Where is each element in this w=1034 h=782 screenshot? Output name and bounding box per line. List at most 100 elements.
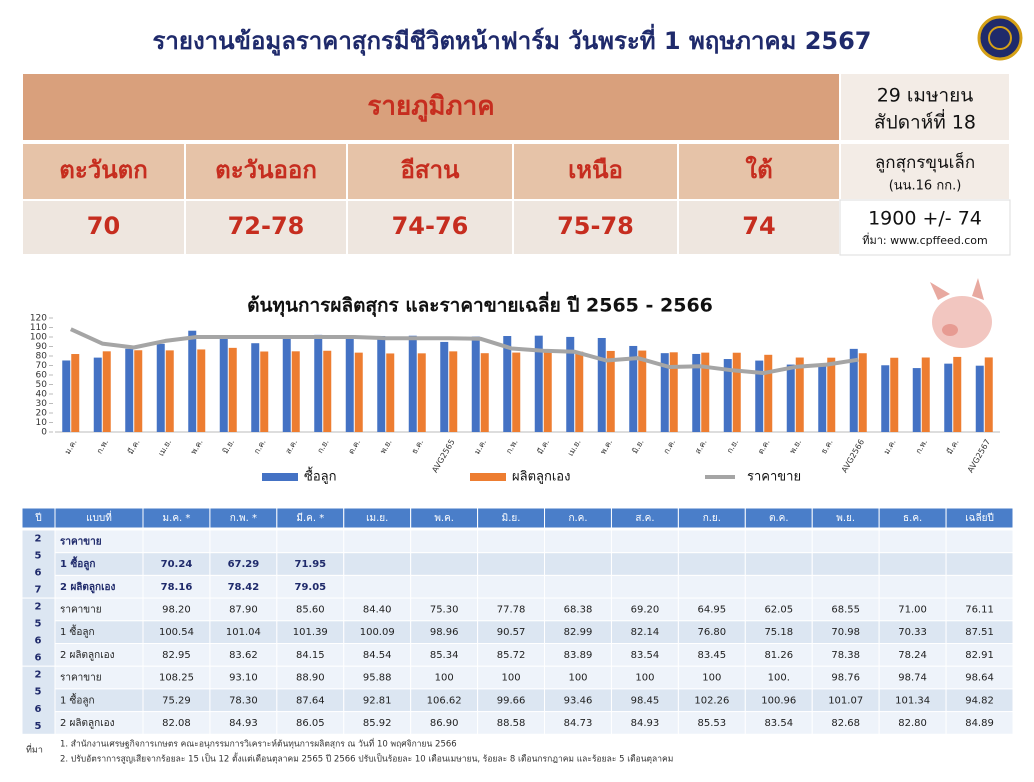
pig-ear (972, 278, 984, 300)
table-value: 101.07 (828, 695, 863, 706)
region-name-cell (677, 142, 841, 201)
table-value: 68.55 (831, 604, 860, 615)
piglet-price-cell (839, 199, 1011, 256)
y-tick-label: 40 (36, 390, 48, 400)
table-header: ก.พ. * (230, 513, 257, 524)
table-value: 75.29 (162, 695, 191, 706)
table-cell (677, 552, 746, 576)
table-header: ปี (35, 512, 42, 524)
row-label: ราคาขาย (60, 604, 102, 615)
table-value: 64.95 (698, 604, 727, 615)
row-label: ราคาขาย (60, 673, 102, 684)
bar (921, 357, 930, 432)
logo (977, 15, 1023, 61)
pig-snout (942, 324, 958, 336)
bar (449, 351, 458, 432)
table-cell (610, 574, 679, 599)
table-value: 82.08 (162, 718, 191, 729)
table-cell (343, 552, 412, 576)
table-cell (945, 552, 1014, 576)
year-digit: 5 (35, 687, 42, 698)
table-cell (811, 552, 880, 576)
table-value: 98.76 (831, 673, 860, 684)
legend-swatch (470, 473, 506, 481)
table-value: 81.26 (764, 650, 793, 661)
bar (323, 350, 332, 432)
table-value: 77.78 (497, 604, 526, 615)
piglet-price: 1900 +/- 74 (868, 208, 982, 230)
region-price: 74 (742, 212, 775, 240)
region-price: 75-78 (557, 212, 634, 240)
table-value: 85.53 (698, 718, 727, 729)
y-tick-label: 100 (30, 333, 47, 343)
table-cell (744, 529, 813, 554)
year-digit: 2 (35, 670, 42, 681)
table-value: 98.45 (631, 695, 660, 706)
bar (354, 352, 363, 432)
piglet-weight: (นน.16 กก.) (889, 179, 962, 194)
table-cell (677, 574, 746, 599)
table-value: 86.05 (296, 718, 325, 729)
table-value: 82.14 (631, 627, 660, 638)
table-value: 98.96 (430, 627, 459, 638)
table-header: เม.ย. (366, 513, 388, 524)
row-label: 2 ผลิตลูกเอง (60, 718, 115, 729)
table-value: 83.54 (631, 650, 660, 661)
table-header: พ.ย. (836, 513, 855, 524)
table-value: 100. (768, 673, 790, 684)
table-value: 83.54 (764, 718, 793, 729)
bar (890, 357, 899, 432)
bar (188, 330, 197, 432)
table-cell (343, 574, 412, 599)
table-cell (276, 529, 345, 554)
table-value: 62.05 (764, 604, 793, 615)
table-value: 76.11 (965, 604, 994, 615)
region-price-cell (346, 199, 514, 256)
bar (953, 356, 962, 432)
legend-label: ผลิตลูกเอง (512, 470, 570, 485)
table-header: ส.ค. (635, 513, 654, 524)
table-value: 84.73 (564, 718, 593, 729)
legend-label: ซื้อลูก (304, 467, 336, 485)
table-value: 93.10 (229, 673, 258, 684)
table-value: 85.92 (363, 718, 392, 729)
bar (197, 349, 206, 432)
date-cell (839, 72, 1011, 142)
table-value: 78.30 (229, 695, 258, 706)
table-cell (744, 574, 813, 599)
table-header: ก.ย. (703, 513, 721, 524)
year-digit: 5 (35, 551, 42, 562)
bar (660, 353, 669, 432)
table-header: ต.ค. (769, 513, 789, 524)
table-cell (811, 574, 880, 599)
table-cell (544, 574, 612, 599)
bar (228, 347, 237, 432)
y-tick-label: 10 (36, 418, 48, 428)
table-value: 101.39 (293, 627, 328, 638)
region-price-cell (677, 199, 841, 256)
table-header: ก.ค. (568, 513, 587, 524)
table-value: 90.57 (497, 627, 526, 638)
y-tick-label: 110 (30, 323, 47, 333)
source: ที่มา: www.cpffeed.com (862, 232, 987, 247)
table-value: 86.90 (430, 718, 459, 729)
bar (386, 353, 395, 432)
table-header: ธ.ค. (903, 513, 922, 524)
table-value: 82.95 (162, 650, 191, 661)
table-header: มิ.ย. (502, 513, 521, 524)
y-tick-label: 120 (30, 314, 47, 324)
bar (62, 360, 71, 432)
y-tick-label: 50 (36, 380, 48, 390)
table-value: 76.80 (698, 627, 727, 638)
table-header: เฉลี่ยปี (965, 510, 994, 524)
bar (71, 354, 80, 432)
table-header: ม.ค. * (163, 513, 191, 524)
piglet-label: ลูกสุกรขุนเล็ก (875, 151, 975, 173)
bar (534, 335, 543, 432)
footnote: 1. สำนักงานเศรษฐกิจการเกษตร คณะอนุกรรมกา… (60, 738, 457, 750)
bar (818, 365, 827, 432)
region-name: ตะวันตก (59, 156, 147, 184)
table-cell (410, 552, 479, 576)
table-value: 75.18 (764, 627, 793, 638)
bar (251, 343, 260, 432)
